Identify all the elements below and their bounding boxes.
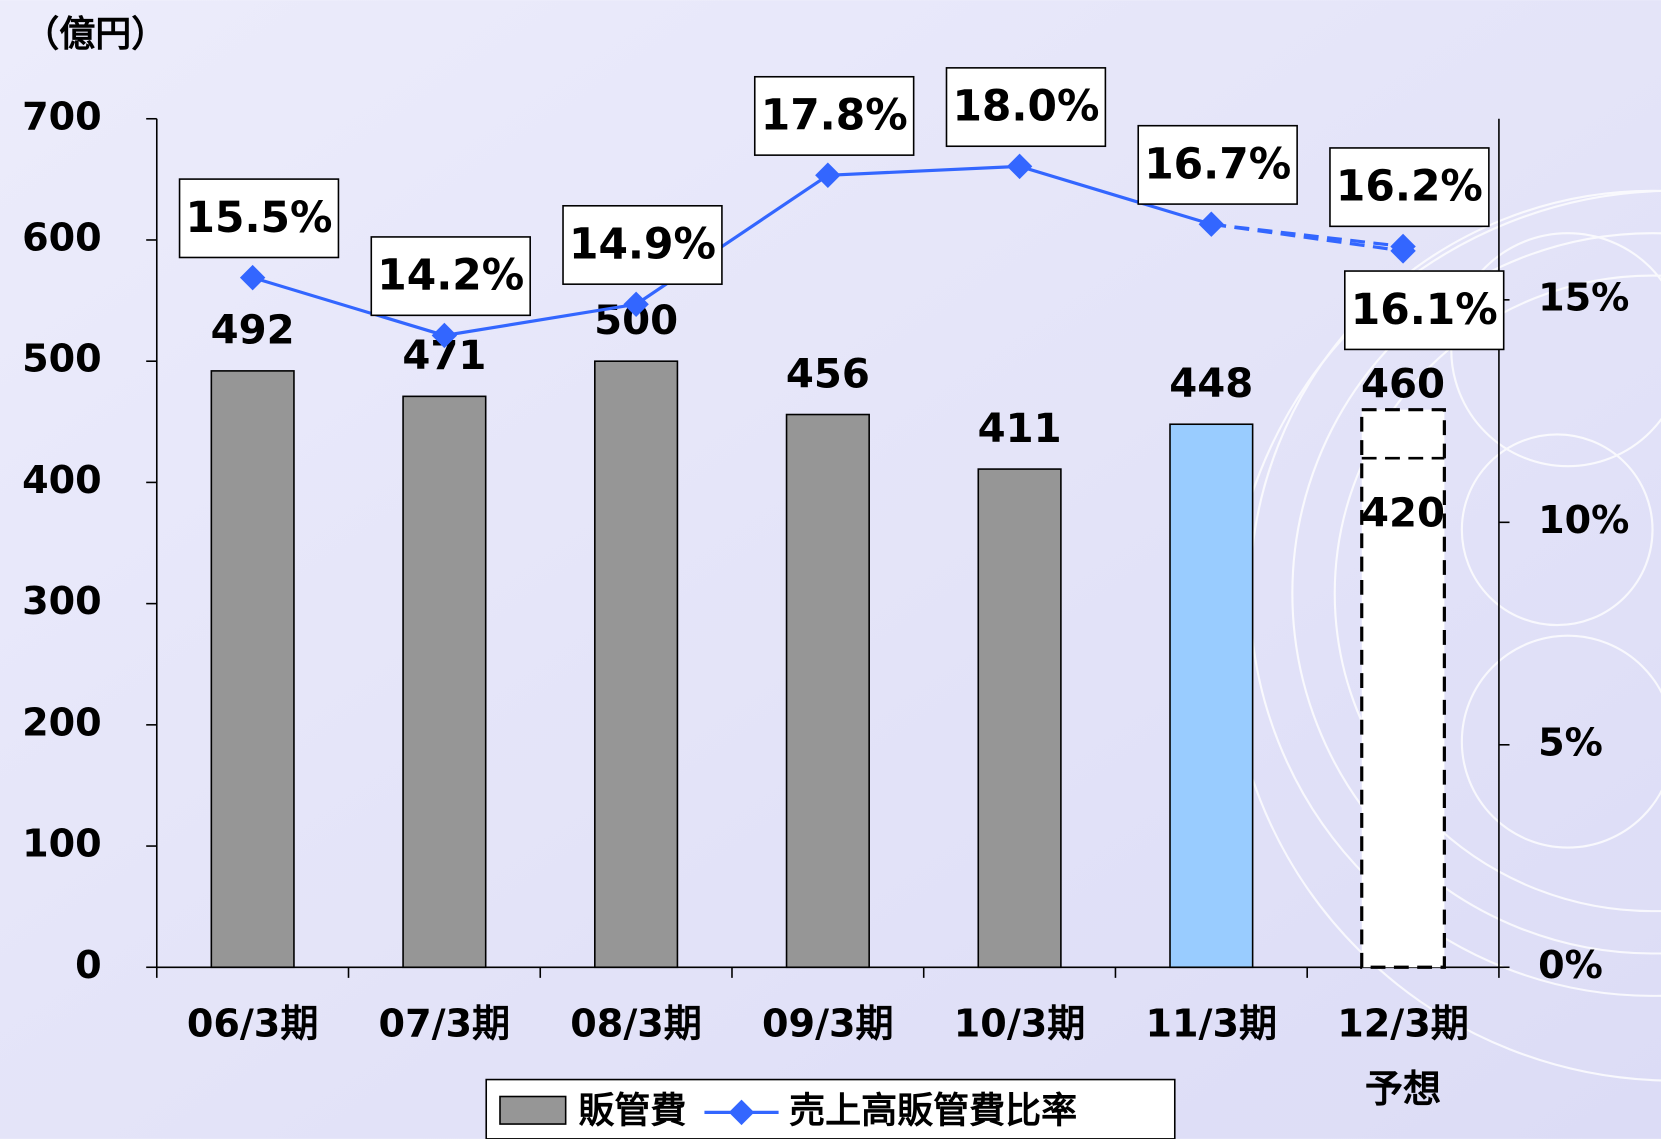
marker [1198,211,1225,237]
y-tick-label: 700 [22,94,102,138]
bar-value-label: 448 [1169,361,1253,407]
data-label: 14.9% [569,220,716,269]
data-label: 16.1% [1351,285,1498,334]
data-label-box [178,178,340,259]
data-label-box [1329,147,1490,228]
data-label-box [1344,270,1505,351]
y-tick-label: 500 [22,337,102,381]
x-tick-label: 07/3期 [379,1001,511,1045]
bar-value-label: 456 [786,351,870,397]
data-label-box [945,67,1107,148]
bar-value-label: 460 [1361,361,1445,407]
data-label-box [562,204,723,285]
x-tick-label: 08/3期 [570,1001,702,1045]
y-tick-label: 200 [22,700,102,744]
bar [402,395,487,969]
y2-tick-label: 15% [1538,275,1629,319]
data-label: 15.5% [186,193,333,242]
y-tick-label: 300 [22,579,102,623]
y-tick-label: 400 [22,458,102,502]
data-label-box [1137,124,1298,205]
marker [431,322,458,349]
bar [1169,423,1254,969]
x-tick-label: 06/3期 [187,1001,319,1045]
marker [239,264,266,291]
y-tick-label: 0 [75,943,102,987]
data-label: 17.8% [761,91,908,140]
x-tick-label: 12/3期予想 [1337,1001,1469,1111]
bar-value-label: 411 [978,406,1062,452]
legend-swatch [499,1095,567,1125]
y-tick-label: 600 [22,215,102,259]
y2-tick-label: 0% [1538,943,1603,987]
line [252,164,1212,338]
data-label: 14.2% [377,251,524,300]
data-label-box [370,236,531,317]
bar-value-label: 420 [1361,490,1445,536]
legend-label: 売上高販管費比率 [789,1090,1077,1131]
bar [977,468,1062,969]
y2-tick-label: 5% [1538,720,1603,764]
bar [785,413,870,969]
bar [210,370,295,969]
bar [594,360,679,969]
forecast-line [1211,222,1404,253]
unit-label: （億円） [23,14,167,55]
data-label: 18.0% [952,82,1099,131]
legend-box [485,1078,1176,1139]
y2-tick-label: 10% [1538,498,1629,542]
data-label: 16.2% [1336,162,1483,211]
bar-value-label: 492 [211,308,295,354]
data-label: 16.7% [1144,140,1291,189]
data-label-box [753,75,915,156]
x-tick-label: 09/3期 [762,1001,894,1045]
y-tick-label: 100 [22,822,102,866]
bar [1360,408,1446,969]
legend-label: 販管費 [578,1090,686,1131]
legend: 販管費 売上高販管費比率 [485,1078,1176,1139]
x-tick-label: 11/3期 [1146,1001,1278,1045]
x-tick-label: 10/3期 [954,1001,1086,1045]
